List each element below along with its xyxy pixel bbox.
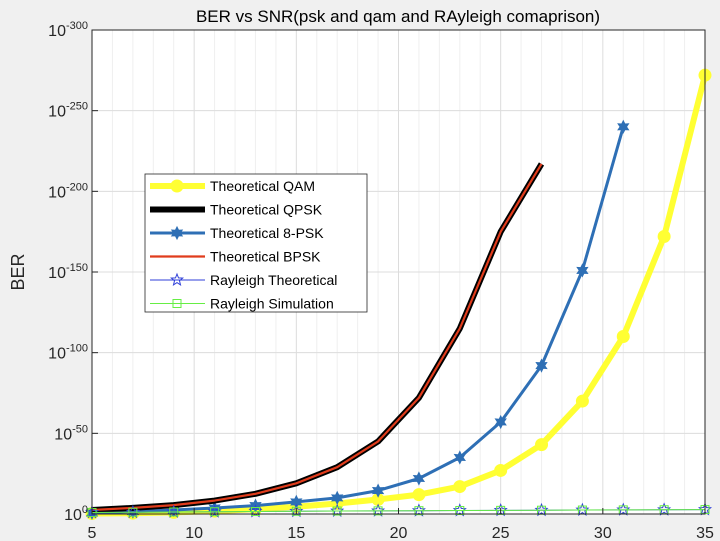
legend-swatch-marker <box>170 225 184 241</box>
data-point <box>494 414 507 430</box>
legend-swatch-marker <box>170 272 184 287</box>
legend-swatch-marker <box>172 299 182 308</box>
data-point <box>576 263 589 278</box>
data-point <box>291 506 301 516</box>
data-point <box>494 463 508 477</box>
data-point <box>617 119 630 134</box>
x-tick-label-5: 30 <box>594 525 612 541</box>
x-tick-label-0: 5 <box>88 525 97 541</box>
axis-ticks: 5 10 15 20 25 30 35 100 10-50 10-100 10-150 10-200 1… <box>48 20 714 541</box>
data-point <box>250 506 260 516</box>
legend-item-4: Rayleigh Theoretical <box>150 272 337 288</box>
data-point <box>371 483 385 498</box>
x-tick-label-2: 15 <box>287 525 305 541</box>
legend-item-1: Theoretical QPSK <box>150 202 323 218</box>
data-point <box>373 506 383 516</box>
chart-title: BER vs SNR(psk and qam and RAyleigh coma… <box>196 7 600 26</box>
data-point <box>455 506 465 516</box>
data-point <box>453 450 466 465</box>
data-point <box>575 394 589 408</box>
data-point <box>290 494 303 510</box>
y-tick-label-2: 10-100 <box>48 343 88 363</box>
y-tick-label-5: 10-250 <box>48 101 88 121</box>
data-point <box>412 488 426 502</box>
x-tick-label-4: 25 <box>492 525 510 541</box>
legend-label: Rayleigh Theoretical <box>210 272 337 288</box>
data-point <box>210 507 220 517</box>
data-point <box>657 230 671 244</box>
legend-item-5: Rayleigh Simulation <box>150 296 334 312</box>
y-tick-label-0: 100 <box>64 504 88 524</box>
data-point <box>128 507 138 517</box>
data-point <box>412 471 426 486</box>
y-tick-label-4: 10-200 <box>48 181 88 201</box>
legend-box <box>144 173 368 313</box>
series-line <box>91 163 543 512</box>
legend-label: Theoretical QPSK <box>210 202 323 218</box>
data-point <box>535 438 549 452</box>
legend-item-0: Theoretical QAM <box>150 178 315 194</box>
data-point <box>535 358 548 373</box>
data-point <box>414 506 424 516</box>
y-tick-label-3: 10-150 <box>48 262 88 282</box>
legend-label: Theoretical QAM <box>210 178 315 194</box>
x-tick-label-1: 10 <box>185 525 203 541</box>
data-point <box>616 330 630 344</box>
y-tick-label-1: 10-50 <box>54 423 88 443</box>
x-tick-label-6: 35 <box>696 525 714 541</box>
series-theoretical-bpsk <box>91 163 543 512</box>
y-tick-label-6: 10-300 <box>48 20 88 40</box>
data-point <box>169 507 179 517</box>
data-point <box>332 506 342 516</box>
legend-label: Theoretical 8-PSK <box>210 225 324 241</box>
y-axis-label: BER <box>8 253 28 290</box>
legend-label: Rayleigh Simulation <box>210 296 334 312</box>
legend: Theoretical QAM Theoretical QPSK Theoretic… <box>144 173 368 313</box>
legend-label: Theoretical BPSK <box>210 249 321 265</box>
x-tick-label-3: 20 <box>390 525 408 541</box>
data-point <box>453 480 467 494</box>
legend-swatch-marker <box>170 179 184 193</box>
legend-item-2: Theoretical 8-PSK <box>150 225 324 241</box>
legend-item-3: Theoretical BPSK <box>150 249 321 265</box>
